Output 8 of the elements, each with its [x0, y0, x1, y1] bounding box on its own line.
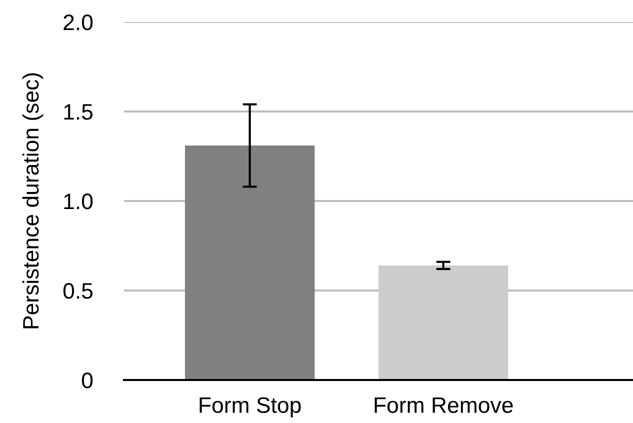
y-tick-label: 0.5: [63, 283, 93, 299]
y-tick-label: 0: [82, 372, 93, 388]
y-tick-label: 1.5: [64, 104, 93, 120]
y-tick-label: 1.0: [64, 194, 93, 210]
x-tick-label: Form Stop: [200, 397, 301, 418]
y-axis-title: Persistence duration (sec): [22, 73, 44, 328]
y-tick-label: 2.0: [64, 14, 93, 30]
x-tick-label: Form Remove: [374, 397, 513, 413]
